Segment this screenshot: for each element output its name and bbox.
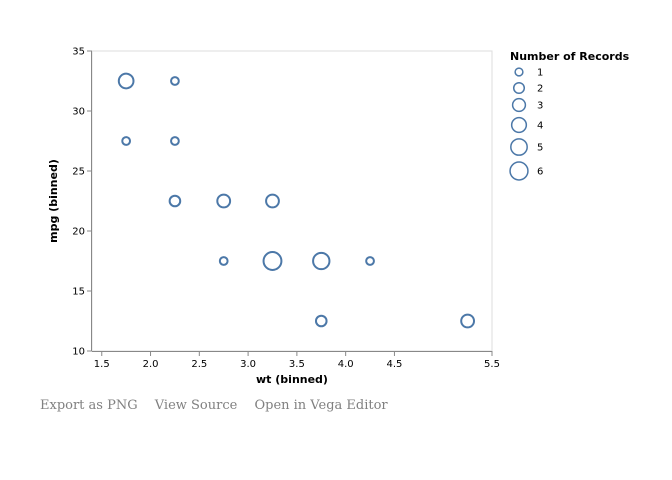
x-axis-title: wt (binned) xyxy=(256,373,328,386)
legend-symbol xyxy=(509,161,529,181)
legend-symbol xyxy=(510,116,528,134)
data-point xyxy=(365,256,375,266)
data-point xyxy=(216,193,232,209)
y-tick-label: 20 xyxy=(72,227,85,238)
legend-label: 2 xyxy=(537,84,543,95)
legend-label: 6 xyxy=(537,167,543,178)
y-axis: 10 15 20 25 30 35 xyxy=(72,47,92,358)
legend-symbol xyxy=(512,81,526,95)
legend-symbol xyxy=(510,138,528,156)
data-point xyxy=(262,251,283,271)
y-axis-title: mpg (binned) xyxy=(47,159,60,243)
plot-frame xyxy=(91,50,493,352)
data-point xyxy=(170,136,180,146)
data-point xyxy=(121,136,132,146)
y-tick-label: 25 xyxy=(72,167,85,178)
data-point xyxy=(218,256,229,266)
y-tick-label: 10 xyxy=(72,347,85,358)
x-tick-label: 3.5 xyxy=(289,359,305,370)
data-point xyxy=(168,194,182,208)
x-axis: 1.5 2.0 2.5 3.0 3.5 4.0 4.5 5.5 xyxy=(92,351,500,370)
view-source-link[interactable]: View Source xyxy=(154,398,238,413)
legend-symbol xyxy=(514,67,524,77)
data-point xyxy=(117,72,135,90)
data-point xyxy=(460,313,476,329)
data-point xyxy=(312,251,331,271)
x-tick-label: 4.0 xyxy=(338,359,354,370)
legend-label: 4 xyxy=(537,121,543,132)
size-legend: Number of Records 1 2 3 4 5 6 xyxy=(509,50,630,181)
x-tick-label: 4.5 xyxy=(386,359,402,370)
legend-label: 5 xyxy=(537,143,543,154)
y-tick-label: 35 xyxy=(72,47,85,58)
y-tick-label: 15 xyxy=(72,287,85,298)
data-point xyxy=(265,193,280,209)
plot-area xyxy=(91,50,493,352)
legend-label: 3 xyxy=(537,101,543,112)
open-vega-editor-link[interactable]: Open in Vega Editor xyxy=(254,398,388,413)
data-point xyxy=(314,314,328,328)
legend-symbol xyxy=(511,97,527,113)
export-png-link[interactable]: Export as PNG xyxy=(40,398,138,413)
x-tick-label: 2.0 xyxy=(143,359,159,370)
x-tick-label: 2.5 xyxy=(191,359,207,370)
legend-label: 1 xyxy=(537,68,543,79)
x-tick-label: 1.5 xyxy=(94,359,110,370)
action-links: Export as PNG View Source Open in Vega E… xyxy=(40,398,401,413)
x-tick-label: 3.0 xyxy=(240,359,256,370)
y-tick-label: 30 xyxy=(72,107,85,118)
data-point xyxy=(170,76,180,86)
legend-title: Number of Records xyxy=(510,50,630,63)
x-tick-label: 5.5 xyxy=(484,359,500,370)
